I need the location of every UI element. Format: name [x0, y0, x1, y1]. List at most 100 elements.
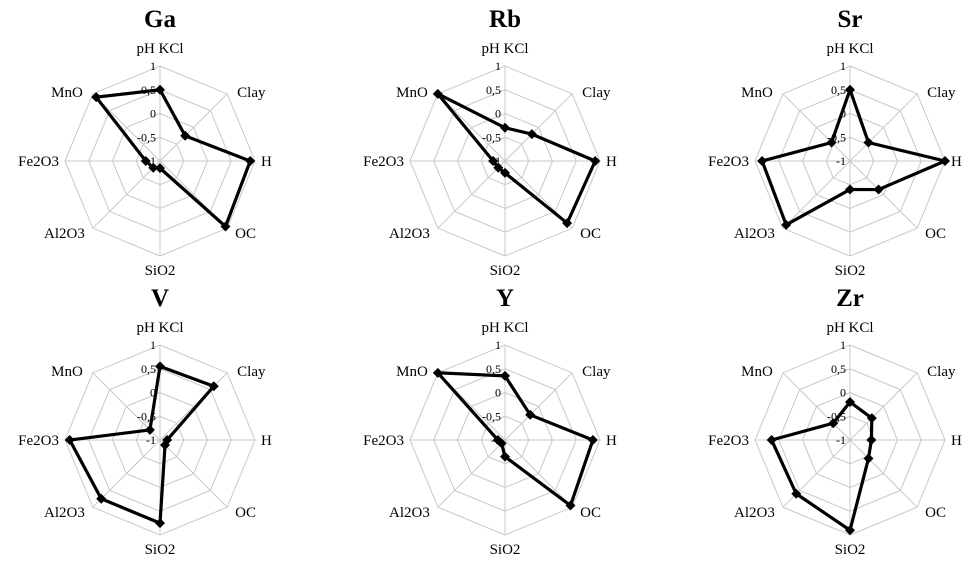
radar-chart-v: 10,50-0,5-1pH KClClayHOCSiO2Al2O3Fe2O3Mn… — [18, 285, 272, 558]
tick-label: 0,5 — [831, 362, 846, 376]
axis-label: OC — [580, 505, 601, 521]
axis-spoke — [782, 160, 851, 229]
data-point — [155, 84, 165, 95]
tick-label: -0,5 — [482, 130, 501, 144]
data-point — [140, 156, 151, 166]
data-point — [525, 409, 536, 420]
tick-label: 0,5 — [486, 362, 501, 376]
data-point — [590, 156, 601, 166]
axis-label: Al2O3 — [44, 226, 85, 242]
data-point — [562, 218, 573, 229]
axis-label: pH KCl — [481, 320, 528, 336]
tick-label: 0 — [840, 386, 846, 400]
data-point — [155, 518, 165, 529]
data-point — [766, 435, 777, 445]
axis-label: pH KCl — [826, 41, 873, 57]
tick-label: 0 — [150, 386, 156, 400]
axis-label: Fe2O3 — [708, 154, 749, 170]
tick-label: 0 — [495, 386, 501, 400]
axis-label: MnO — [741, 364, 773, 380]
axis-label: H — [261, 433, 272, 449]
data-point — [866, 413, 877, 424]
axis-spoke — [849, 160, 918, 229]
axis-label: OC — [580, 226, 601, 242]
tick-label: 1 — [840, 59, 846, 73]
data-point — [500, 122, 510, 133]
data-point — [757, 156, 768, 166]
axis-label: pH KCl — [481, 41, 528, 57]
tick-label: 0 — [495, 107, 501, 121]
axis-label: Clay — [927, 85, 956, 101]
tick-label: 0,5 — [141, 362, 156, 376]
axis-spoke — [849, 93, 918, 162]
data-point — [160, 440, 171, 451]
axis-label: Al2O3 — [734, 505, 775, 521]
axis-label: OC — [925, 226, 946, 242]
data-point — [144, 424, 155, 435]
axis-label: Clay — [237, 85, 266, 101]
axis-label: Fe2O3 — [363, 154, 404, 170]
data-point — [866, 435, 877, 445]
data-point — [826, 137, 837, 148]
axis-label: Al2O3 — [734, 226, 775, 242]
series-line — [434, 371, 595, 509]
chart-title: Y — [496, 285, 514, 312]
data-point — [500, 167, 510, 178]
data-point — [432, 367, 443, 378]
axis-label: Fe2O3 — [18, 154, 59, 170]
tick-label: 1 — [840, 338, 846, 352]
axis-spoke — [782, 93, 851, 162]
radar-chart-sr: 10,50-0,5-1pH KClClayHOCSiO2Al2O3Fe2O3Mn… — [708, 6, 962, 279]
data-point — [245, 156, 256, 166]
data-point — [828, 418, 839, 429]
axis-spoke — [92, 439, 161, 508]
tick-label: -0,5 — [137, 130, 156, 144]
data-point — [873, 184, 884, 195]
series-line — [67, 364, 217, 526]
data-point — [791, 488, 802, 499]
tick-label: 1 — [150, 338, 156, 352]
tick-label: -0,5 — [482, 409, 501, 423]
chart-title: Rb — [489, 6, 521, 33]
axis-label: MnO — [51, 85, 83, 101]
tick-label: -1 — [836, 433, 846, 447]
axis-spoke — [437, 439, 506, 508]
axis-spoke — [92, 160, 161, 229]
data-point — [526, 129, 537, 140]
tick-label: 0,5 — [831, 83, 846, 97]
axis-label: pH KCl — [826, 320, 873, 336]
data-point — [91, 92, 102, 103]
series-line — [93, 88, 253, 230]
axis-label: SiO2 — [490, 263, 521, 279]
data-point — [940, 156, 950, 166]
data-point — [220, 221, 231, 232]
radar-chart-y: 10,50-0,5-1pH KClClayHOCSiO2Al2O3Fe2O3Mn… — [363, 285, 617, 558]
tick-label: -1 — [146, 433, 156, 447]
axis-label: pH KCl — [136, 41, 183, 57]
data-point — [845, 397, 855, 407]
data-point — [500, 451, 510, 462]
data-point — [781, 219, 792, 230]
axis-label: Fe2O3 — [18, 433, 59, 449]
axis-label: pH KCl — [136, 320, 183, 336]
axis-label: MnO — [396, 85, 428, 101]
axis-label: Al2O3 — [44, 505, 85, 521]
data-point — [500, 370, 510, 381]
axis-label: H — [606, 433, 617, 449]
axis-label: Fe2O3 — [363, 433, 404, 449]
axis-spoke — [849, 439, 918, 508]
tick-label: 1 — [495, 59, 501, 73]
data-point — [432, 88, 443, 99]
axis-label: MnO — [396, 364, 428, 380]
radar-chart-zr: 10,50-0,5-1pH KClClayHOCSiO2Al2O3Fe2O3Mn… — [708, 285, 962, 558]
data-point — [208, 381, 219, 392]
tick-label: -1 — [146, 154, 156, 168]
axis-label: H — [951, 433, 962, 449]
tick-label: 0,5 — [486, 83, 501, 97]
axis-label: Clay — [582, 364, 611, 380]
radar-chart-rb: 10,50-0,5-1pH KClClayHOCSiO2Al2O3Fe2O3Mn… — [363, 6, 617, 279]
data-point — [493, 162, 504, 173]
axis-spoke — [437, 160, 506, 229]
data-point — [587, 435, 598, 445]
